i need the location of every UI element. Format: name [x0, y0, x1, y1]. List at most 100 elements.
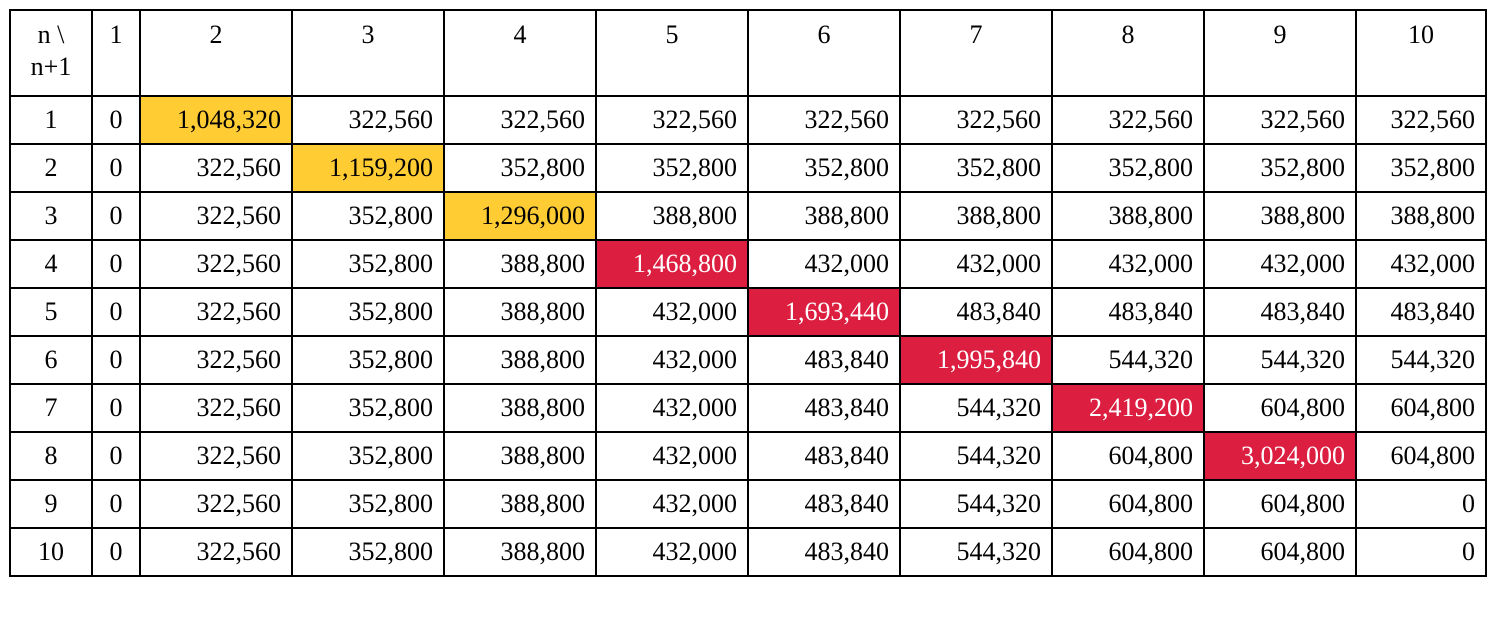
table-cell: 604,800	[1051, 527, 1205, 577]
table-cell: 604,800	[1051, 431, 1205, 481]
row-label: 8	[9, 431, 93, 481]
table-cell: 322,560	[139, 191, 293, 241]
table-cell: 352,800	[291, 335, 445, 385]
table-cell: 483,840	[1051, 287, 1205, 337]
table-cell: 352,800	[291, 239, 445, 289]
table-cell: 432,000	[899, 239, 1053, 289]
column-header: 6	[747, 9, 901, 97]
table-cell: 352,800	[443, 143, 597, 193]
table-cell: 432,000	[1051, 239, 1205, 289]
row-label: 4	[9, 239, 93, 289]
row-label: 1	[9, 95, 93, 145]
highlighted-cell: 1,468,800	[595, 239, 749, 289]
table-cell: 388,800	[1051, 191, 1205, 241]
table-cell: 0	[91, 143, 141, 193]
table-cell: 544,320	[899, 479, 1053, 529]
table-cell: 322,560	[139, 335, 293, 385]
table-cell: 322,560	[595, 95, 749, 145]
highlighted-cell: 1,159,200	[291, 143, 445, 193]
row-label: 10	[9, 527, 93, 577]
corner-label: n \ n+1	[9, 9, 93, 97]
column-header: 10	[1355, 9, 1487, 97]
row-label: 6	[9, 335, 93, 385]
column-header: 7	[899, 9, 1053, 97]
table-cell: 432,000	[1203, 239, 1357, 289]
table-cell: 483,840	[1203, 287, 1357, 337]
highlighted-cell: 1,048,320	[139, 95, 293, 145]
table-cell: 0	[1355, 479, 1487, 529]
header-row: n \ n+1 1 2 3 4 5 6 7 8 9 10	[9, 9, 1487, 97]
table-cell: 483,840	[747, 383, 901, 433]
table-cell: 432,000	[595, 431, 749, 481]
table-cell: 322,560	[139, 479, 293, 529]
table-cell: 352,800	[291, 527, 445, 577]
table-cell: 352,800	[1051, 143, 1205, 193]
table-cell: 322,560	[139, 143, 293, 193]
column-header: 1	[91, 9, 141, 97]
table-cell: 0	[91, 95, 141, 145]
table-cell: 0	[91, 335, 141, 385]
table-cell: 388,800	[443, 431, 597, 481]
table-cell: 483,840	[747, 335, 901, 385]
table-cell: 388,800	[443, 287, 597, 337]
table-cell: 388,800	[443, 239, 597, 289]
table-cell: 322,560	[443, 95, 597, 145]
table-row: 6 0 322,560 352,800 388,800 432,000 483,840 1,9…	[9, 335, 1487, 385]
table-cell: 322,560	[139, 287, 293, 337]
highlighted-cell: 1,995,840	[899, 335, 1053, 385]
highlighted-cell: 2,419,200	[1051, 383, 1205, 433]
table-cell: 604,800	[1355, 431, 1487, 481]
table-cell: 0	[91, 383, 141, 433]
table-cell: 388,800	[1203, 191, 1357, 241]
table-cell: 322,560	[899, 95, 1053, 145]
table-cell: 322,560	[291, 95, 445, 145]
highlighted-cell: 1,693,440	[747, 287, 901, 337]
table-row: 10 0 322,560 352,800 388,800 432,000 483,840 54…	[9, 527, 1487, 577]
table-cell: 0	[91, 527, 141, 577]
table-cell: 604,800	[1203, 383, 1357, 433]
table-cell: 352,800	[747, 143, 901, 193]
table-cell: 432,000	[595, 479, 749, 529]
table-cell: 388,800	[443, 479, 597, 529]
table-cell: 322,560	[747, 95, 901, 145]
table-cell: 0	[91, 239, 141, 289]
table-cell: 322,560	[139, 383, 293, 433]
table-cell: 432,000	[595, 335, 749, 385]
table-cell: 322,560	[139, 239, 293, 289]
table-cell: 604,800	[1355, 383, 1487, 433]
column-header: 8	[1051, 9, 1205, 97]
table-cell: 352,800	[291, 287, 445, 337]
table-cell: 604,800	[1203, 527, 1357, 577]
table-cell: 0	[1355, 527, 1487, 577]
table-cell: 483,840	[747, 431, 901, 481]
table-cell: 388,800	[443, 335, 597, 385]
table-cell: 432,000	[595, 527, 749, 577]
table-cell: 483,840	[899, 287, 1053, 337]
table-cell: 352,800	[291, 383, 445, 433]
column-header: 5	[595, 9, 749, 97]
table-row: 7 0 322,560 352,800 388,800 432,000 483,840 544…	[9, 383, 1487, 433]
table-cell: 388,800	[443, 527, 597, 577]
table-cell: 432,000	[595, 383, 749, 433]
row-label: 7	[9, 383, 93, 433]
table-cell: 544,320	[1355, 335, 1487, 385]
table-cell: 544,320	[1051, 335, 1205, 385]
table-row: 3 0 322,560 352,800 1,296,000 388,800 388,800 3…	[9, 191, 1487, 241]
row-label: 2	[9, 143, 93, 193]
table-cell: 322,560	[1051, 95, 1205, 145]
table-row: 2 0 322,560 1,159,200 352,800 352,800 352,800 3…	[9, 143, 1487, 193]
table-cell: 388,800	[747, 191, 901, 241]
table-cell: 322,560	[139, 527, 293, 577]
table-cell: 544,320	[899, 431, 1053, 481]
table-cell: 432,000	[595, 287, 749, 337]
table-cell: 544,320	[899, 383, 1053, 433]
table-cell: 352,800	[595, 143, 749, 193]
table-cell: 0	[91, 287, 141, 337]
table-cell: 483,840	[747, 527, 901, 577]
table-cell: 432,000	[1355, 239, 1487, 289]
table-row: 1 0 1,048,320 322,560 322,560 322,560 322,560 3…	[9, 95, 1487, 145]
table-cell: 0	[91, 191, 141, 241]
row-label: 9	[9, 479, 93, 529]
table-cell: 388,800	[1355, 191, 1487, 241]
column-header: 3	[291, 9, 445, 97]
